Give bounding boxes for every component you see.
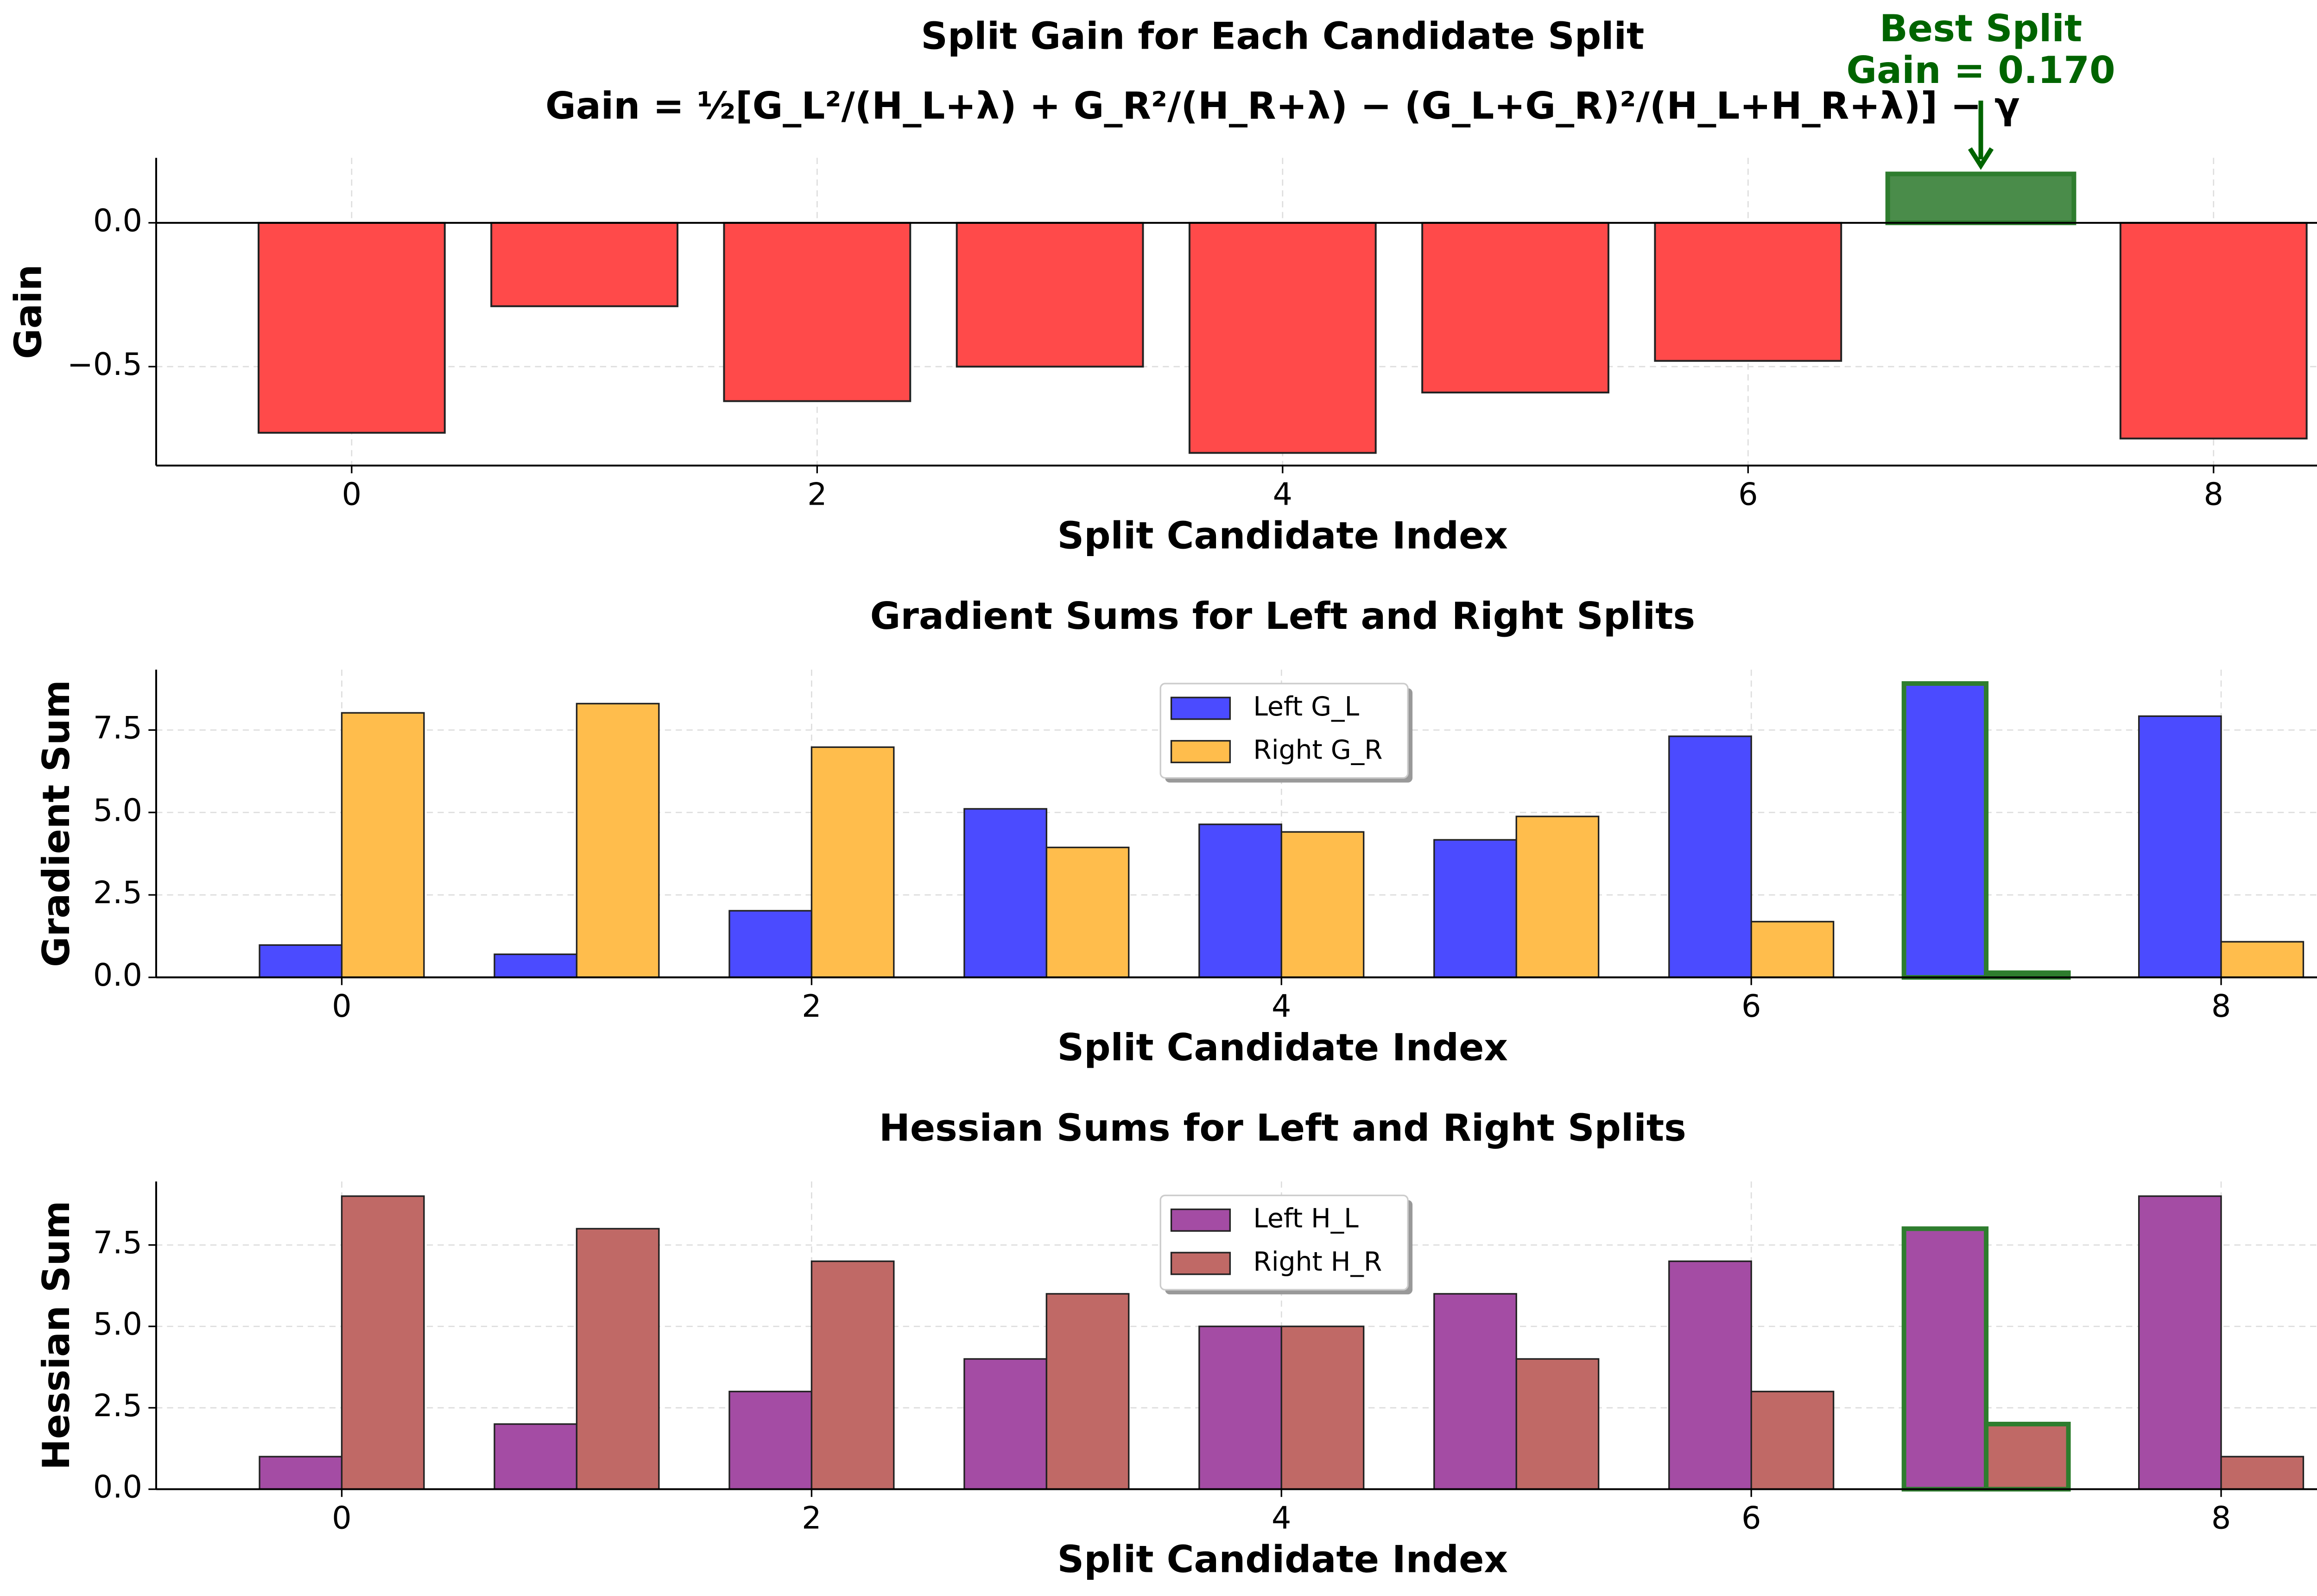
- chart-title: Split Gain for Each Candidate Split: [921, 15, 1644, 58]
- x-axis-label: Split Candidate Index: [1057, 1538, 1508, 1581]
- bar: [2220, 1456, 2304, 1490]
- bar: [1515, 816, 1600, 978]
- arrow-head: [1968, 147, 1994, 170]
- bar: [1198, 823, 1282, 978]
- legend-swatch: [1170, 740, 1231, 763]
- bar: [1280, 831, 1365, 978]
- legend-label: Right G_R: [1253, 735, 1382, 766]
- y-tick-label: 2.5: [93, 1387, 142, 1424]
- subplot: Hessian Sums for Left and Right Splits 0 2…: [35, 1106, 2317, 1581]
- bar: [728, 1391, 813, 1490]
- bar: [1421, 222, 1609, 393]
- x-tick-label: 2: [807, 476, 827, 512]
- bar: [494, 1423, 578, 1490]
- x-tick-label: 0: [332, 988, 351, 1024]
- subplot: Split Gain for Each Candidate Split Gain …: [7, 7, 2317, 557]
- bar: [810, 1260, 895, 1490]
- bar: [963, 1358, 1048, 1490]
- bar: [2138, 1195, 2222, 1490]
- bar: [1668, 1260, 1752, 1490]
- y-axis-label: Gradient Sum: [35, 680, 78, 967]
- y-axis-label: Hessian Sum: [35, 1201, 78, 1470]
- legend-label: Left H_L: [1253, 1203, 1359, 1234]
- y-tick-label: 7.5: [93, 709, 142, 746]
- bar: [2119, 222, 2308, 440]
- y-tick-label: 7.5: [93, 1225, 142, 1261]
- annotation: Gain = 0.170: [1846, 49, 2115, 92]
- bar: [1984, 1421, 2071, 1492]
- bar: [728, 910, 813, 978]
- chart-title: Gradient Sums for Left and Right Splits: [870, 595, 1695, 638]
- bar: [1188, 222, 1377, 454]
- bar: [1654, 222, 1842, 362]
- y-axis-label: Gain: [7, 264, 50, 359]
- y-tick-label: 0.0: [93, 203, 142, 239]
- bar: [494, 953, 578, 978]
- annotation: Best Split: [1880, 7, 2082, 50]
- bar: [576, 1228, 660, 1490]
- bar: [1280, 1325, 1365, 1490]
- x-tick-label: 4: [1272, 988, 1291, 1024]
- x-tick-label: 4: [1273, 476, 1292, 512]
- x-tick-label: 6: [1738, 476, 1758, 512]
- legend-swatch: [1170, 1208, 1231, 1232]
- bar: [576, 703, 660, 978]
- bar: [490, 222, 679, 307]
- y-tick-label: 0.0: [93, 1469, 142, 1505]
- x-axis-label: Split Candidate Index: [1057, 514, 1508, 557]
- bar: [1885, 171, 2076, 225]
- bar: [259, 944, 343, 978]
- bar: [963, 808, 1048, 978]
- x-tick-label: 6: [1741, 1500, 1761, 1536]
- bar: [2220, 941, 2304, 978]
- y-tick-label: 5.0: [93, 792, 142, 828]
- x-tick-label: 8: [2204, 476, 2223, 512]
- bar: [1901, 681, 1989, 980]
- chart-subtitle: Gain = ½[G_L²/(H_L+λ) + G_R²/(H_R+λ) − (…: [545, 84, 2020, 127]
- bar: [1433, 839, 1517, 978]
- bar: [257, 222, 446, 434]
- bar: [1198, 1325, 1282, 1490]
- x-tick-label: 8: [2211, 1500, 2231, 1536]
- legend-swatch: [1170, 1252, 1231, 1275]
- bar: [341, 1195, 425, 1490]
- y-tick-label: −0.5: [67, 346, 142, 382]
- legend-label: Right H_R: [1253, 1247, 1382, 1277]
- bar: [2138, 715, 2222, 978]
- bar: [810, 746, 895, 978]
- x-tick-label: 0: [342, 476, 361, 512]
- x-tick-label: 2: [802, 988, 821, 1024]
- x-axis-label: Split Candidate Index: [1057, 1026, 1508, 1069]
- subplot: Gradient Sums for Left and Right Splits 0…: [35, 595, 2317, 1069]
- bar: [1045, 1293, 1130, 1490]
- legend-swatch: [1170, 697, 1231, 720]
- bar: [341, 712, 425, 978]
- chart-title: Hessian Sums for Left and Right Splits: [879, 1106, 1686, 1149]
- x-tick-label: 6: [1741, 988, 1761, 1024]
- x-tick-label: 0: [332, 1500, 351, 1536]
- bar: [259, 1456, 343, 1490]
- bar: [1045, 846, 1130, 978]
- x-tick-label: 4: [1272, 1500, 1291, 1536]
- bar: [1433, 1293, 1517, 1490]
- bar: [1750, 921, 1835, 978]
- bar: [1750, 1391, 1835, 1490]
- legend-label: Left G_L: [1253, 691, 1359, 722]
- x-tick-label: 2: [802, 1500, 821, 1536]
- y-tick-label: 0.0: [93, 957, 142, 993]
- y-tick-label: 5.0: [93, 1306, 142, 1342]
- bar: [723, 222, 912, 402]
- bar: [1515, 1358, 1600, 1490]
- bar: [1668, 735, 1752, 978]
- x-tick-label: 8: [2211, 988, 2231, 1024]
- bar: [1901, 1226, 1989, 1492]
- bar: [956, 222, 1144, 368]
- y-tick-label: 2.5: [93, 874, 142, 911]
